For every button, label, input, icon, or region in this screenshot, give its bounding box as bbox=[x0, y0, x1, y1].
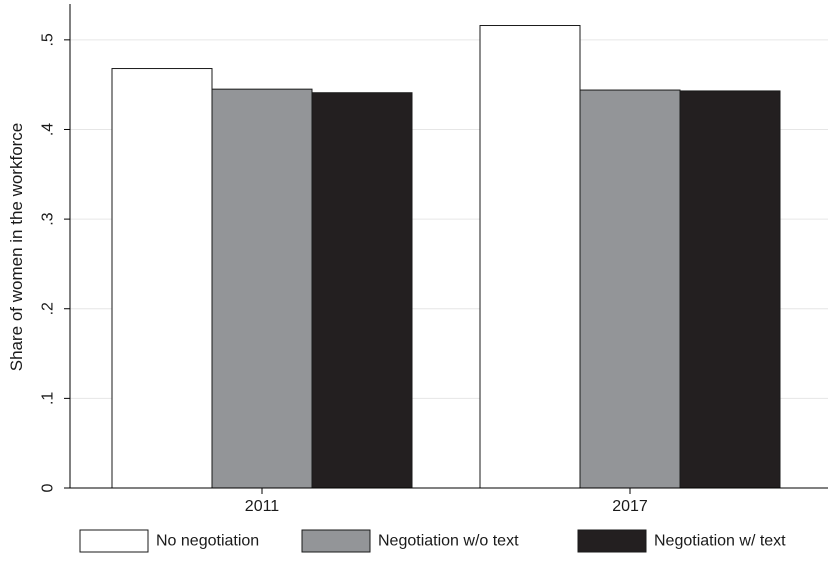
bar bbox=[679, 90, 781, 489]
legend-label: Negotiation w/o text bbox=[378, 533, 519, 550]
y-tick-label: 0 bbox=[40, 483, 57, 492]
legend-label: Negotiation w/ text bbox=[654, 533, 786, 550]
bar bbox=[311, 92, 413, 489]
legend-swatch bbox=[301, 529, 371, 553]
y-tick-label: .2 bbox=[40, 302, 57, 315]
x-tick-label: 2017 bbox=[612, 498, 648, 515]
y-tick-label: .5 bbox=[40, 33, 57, 46]
y-tick-label: .3 bbox=[40, 212, 57, 225]
y-tick-label: .1 bbox=[40, 392, 57, 405]
bar bbox=[111, 68, 213, 489]
legend-swatch bbox=[577, 529, 647, 553]
legend-label: No negotiation bbox=[156, 533, 259, 550]
legend-swatch bbox=[79, 529, 149, 553]
bar bbox=[479, 25, 581, 489]
y-axis-title: Share of women in the workforce bbox=[7, 123, 26, 372]
bar bbox=[211, 88, 313, 489]
bars bbox=[111, 25, 781, 489]
bar bbox=[579, 89, 681, 489]
x-axis: 2011 2017 bbox=[70, 487, 828, 515]
legend: No negotiation Negotiation w/o text Negoti… bbox=[79, 529, 786, 553]
y-tick-label: .4 bbox=[40, 123, 57, 136]
y-axis: 0 .1 .2 .3 .4 .5 bbox=[40, 4, 71, 492]
x-tick-label: 2011 bbox=[245, 498, 280, 515]
